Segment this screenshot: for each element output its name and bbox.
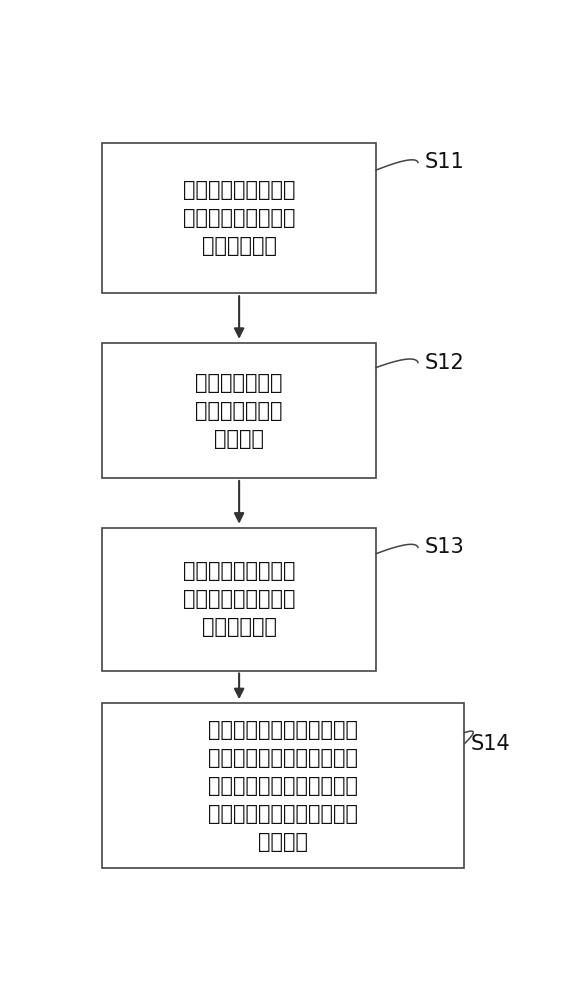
Bar — [102, 703, 465, 868]
Text: S11: S11 — [425, 152, 465, 172]
Text: S12: S12 — [425, 353, 465, 373]
Bar — [102, 528, 376, 671]
Text: 存储所述组件的属性
配置，并解析所述属
性配置的格式: 存储所述组件的属性 配置，并解析所述属 性配置的格式 — [183, 561, 295, 637]
Text: 根据所述查询服务请求，构
建所述组件的关联流程服务
信息，以所述关联流程服务
信息作为有权限的流程信息
进行流转: 根据所述查询服务请求，构 建所述组件的关联流程服务 信息，以所述关联流程服务 信… — [208, 720, 359, 852]
Bar — [102, 143, 376, 293]
Text: 获取数据库的查
询结果，并配置
相关组件: 获取数据库的查 询结果，并配置 相关组件 — [196, 373, 283, 449]
Text: 获取查询服务请求，
并根据所述请求跳转
至数据库查询: 获取查询服务请求， 并根据所述请求跳转 至数据库查询 — [183, 180, 295, 256]
Bar — [102, 343, 376, 478]
Text: S13: S13 — [425, 537, 465, 557]
Text: S14: S14 — [471, 734, 511, 754]
